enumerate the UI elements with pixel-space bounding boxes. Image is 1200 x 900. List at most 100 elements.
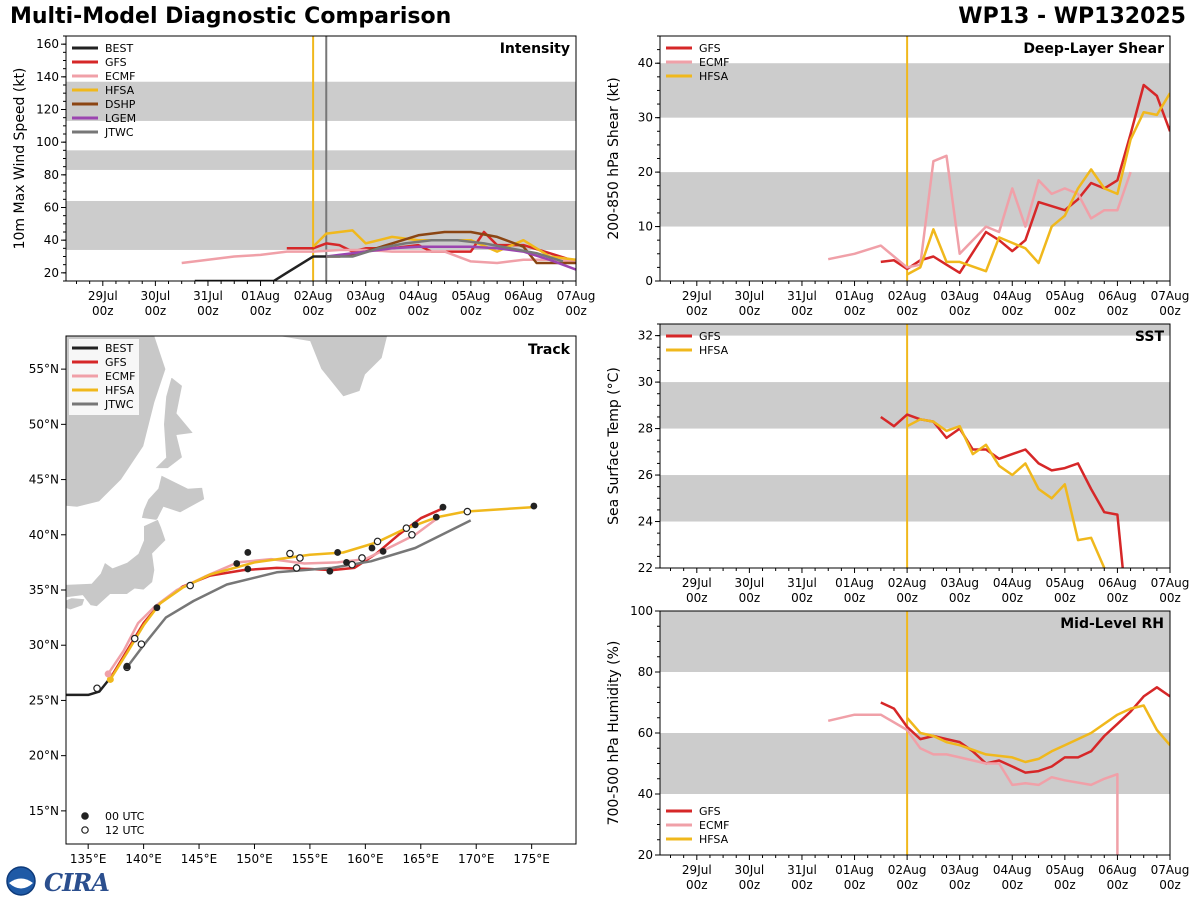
x-tick-label: 00z: [145, 304, 167, 318]
track-marker-00utc: [439, 503, 447, 511]
track-marker-00utc: [153, 604, 161, 612]
x-tick-label: 00z: [565, 304, 587, 318]
y-tick-label: 28: [638, 422, 653, 436]
x-tick-label: 03Aug: [940, 863, 979, 877]
shear-series-group: [827, 83, 1170, 276]
y-tick-label: 55°N: [29, 362, 59, 376]
noaa-logo-icon: [6, 866, 36, 896]
x-tick-label: 01Aug: [835, 863, 874, 877]
y-tick-label: 20: [638, 165, 653, 179]
track-marker-00utc: [123, 662, 131, 670]
series-line-best: [194, 255, 327, 281]
y-tick-label: 120: [36, 103, 59, 117]
x-tick-label: 29Jul: [682, 289, 712, 303]
x-tick-label: 00z: [686, 878, 708, 892]
legend-label-gfs: GFS: [699, 805, 721, 818]
track-marker-12utc: [373, 537, 382, 546]
sst-band: [660, 475, 1170, 522]
x-tick-label: 00z: [407, 304, 429, 318]
x-tick-label: 31Jul: [193, 289, 223, 303]
x-tick-label: 31Jul: [787, 863, 817, 877]
land-mass: [66, 518, 167, 608]
y-tick-label: 160: [36, 37, 59, 51]
track-line-ecmf: [107, 517, 439, 675]
legend-label-ecmf: ECMF: [105, 70, 135, 83]
x-tick-label: 00z: [197, 304, 219, 318]
legend-label-gfs: GFS: [105, 56, 127, 69]
land-mass: [153, 376, 195, 469]
track-line-jtwc: [126, 519, 472, 669]
y-tick-label: 60: [44, 201, 59, 215]
x-tick-label: 145°E: [181, 852, 218, 866]
y-tick-label: 80: [44, 168, 59, 182]
land-mass: [215, 336, 388, 398]
track-marker-00utc: [411, 521, 419, 529]
x-tick-label: 01Aug: [241, 289, 280, 303]
series-line-gfs: [880, 686, 1170, 774]
intensity-y-axis-label: 10m Max Wind Speed (kt): [12, 68, 28, 250]
x-tick-label: 00z: [92, 304, 114, 318]
legend-label-gfs: GFS: [699, 42, 721, 55]
y-tick-label: 100: [36, 135, 59, 149]
x-tick-label: 30Jul: [141, 289, 171, 303]
x-tick-label: 00z: [949, 591, 971, 605]
x-tick-label: 30Jul: [735, 863, 765, 877]
legend-label-hfsa: HFSA: [699, 70, 729, 83]
track-line-hfsa: [109, 505, 532, 681]
track-marker-12utc: [93, 684, 101, 693]
sst-frame: [659, 323, 1171, 569]
track-panel: 135°E 140°E 145°E 150°E 155°E 160°E 165°E 170°E…: [29, 335, 577, 866]
x-tick-label: 03Aug: [940, 576, 979, 590]
x-tick-label: 150°E: [236, 852, 273, 866]
y-tick-label: 50°N: [29, 417, 59, 431]
track-marker-start-ecmf: [104, 670, 112, 678]
track-line-best: [66, 679, 110, 697]
legend-label-gfs: GFS: [699, 330, 721, 343]
track-marker-00utc: [326, 567, 334, 575]
x-tick-label: 04Aug: [993, 289, 1032, 303]
land-mass: [198, 336, 201, 337]
logo-text: CIRA: [44, 868, 110, 897]
track-marker-00utc: [343, 558, 350, 566]
y-tick-label: 32: [638, 329, 653, 343]
legend-label-ecmf: ECMF: [105, 370, 135, 383]
track-marker-00utc: [233, 560, 241, 567]
y-tick-label: 20: [44, 266, 59, 280]
y-tick-label: 25°N: [29, 693, 59, 707]
x-tick-label: 00z: [896, 878, 918, 892]
legend-label-ecmf: ECMF: [699, 56, 729, 69]
legend-label-hfsa: HFSA: [699, 344, 729, 357]
track-marker-12utc: [286, 549, 294, 558]
series-line-ecmf: [827, 154, 1132, 269]
rh-title: Mid-Level RH: [1060, 616, 1164, 632]
y-tick-label: 22: [638, 561, 653, 575]
x-tick-label: 00z: [1054, 878, 1076, 892]
legend-label-gfs: GFS: [105, 356, 127, 369]
x-tick-label: 00z: [355, 304, 377, 318]
sst-series-group: [880, 413, 1125, 568]
x-tick-label: 00z: [791, 878, 813, 892]
track-marker-12utc: [408, 530, 416, 539]
track-marker-12utc: [186, 581, 194, 590]
x-tick-label: 00z: [1107, 878, 1129, 892]
series-line-gfs: [286, 230, 576, 263]
x-tick-label: 00z: [1001, 304, 1023, 318]
intensity-title: Intensity: [500, 41, 570, 57]
legend-label-jtwc: JTWC: [104, 126, 134, 139]
x-tick-label: 07Aug: [1151, 576, 1190, 590]
intensity-panel: 2040608010012014016029Jul00z30Jul00z31Ju…: [12, 35, 595, 318]
marker-legend-label: 00 UTC: [105, 810, 145, 823]
x-tick-label: 03Aug: [940, 289, 979, 303]
track-marker-00utc: [368, 544, 376, 552]
track-marker-12utc: [402, 524, 411, 532]
shear-y-axis-label: 200-850 hPa Shear (kt): [606, 77, 622, 239]
cira-logo: CIRA: [4, 866, 116, 898]
y-tick-label: 60: [638, 726, 653, 740]
y-tick-label: 20°N: [29, 749, 59, 763]
x-tick-label: 06Aug: [1098, 576, 1137, 590]
x-tick-label: 01Aug: [835, 576, 874, 590]
x-tick-label: 05Aug: [1045, 863, 1084, 877]
track-marker-12utc: [292, 564, 301, 572]
x-tick-label: 00z: [250, 304, 272, 318]
intensity-band: [66, 81, 576, 121]
